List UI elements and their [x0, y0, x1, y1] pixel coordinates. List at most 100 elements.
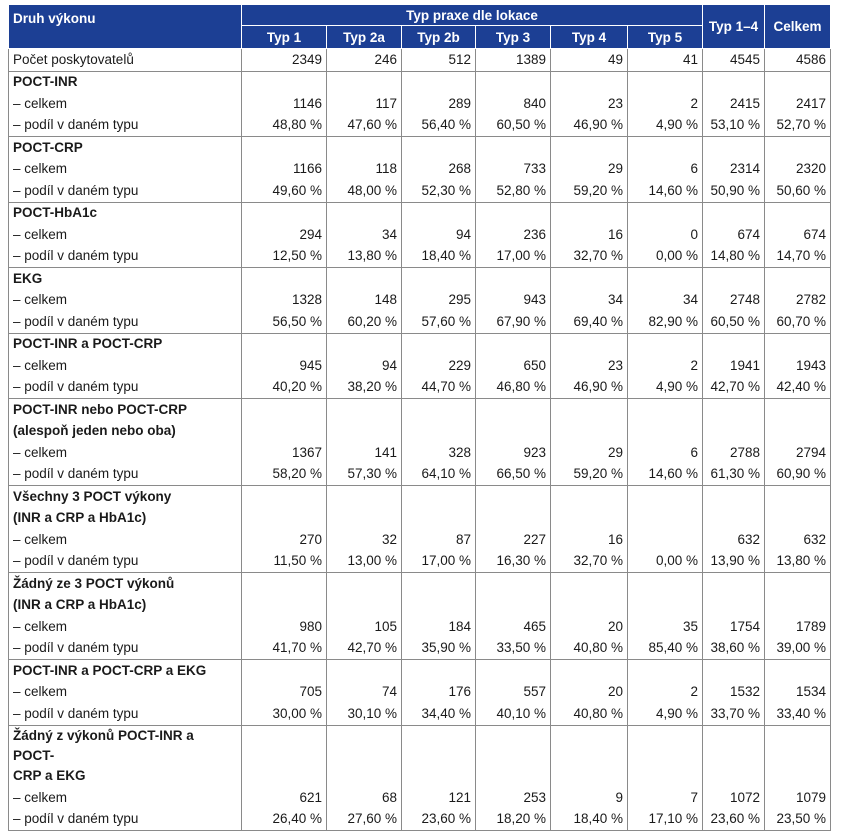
table-cell-empty: [241, 507, 327, 529]
table-cell-empty: [241, 420, 327, 442]
table-cell: 30,00 %: [241, 703, 327, 725]
table-cell-empty: [401, 724, 476, 766]
row-label: – celkem: [8, 529, 242, 551]
celkem-row: – celkem 945 94 229 650 23 2 1941 1943: [8, 355, 831, 377]
section-title: EKG: [8, 267, 242, 290]
providers-row: Počet poskytovatelů 2349 246 512 1389 49…: [8, 48, 831, 71]
table-cell: 229: [401, 355, 476, 377]
table-cell-empty: [550, 332, 628, 355]
table-cell: 2320: [764, 158, 831, 180]
table-cell: 2417: [764, 93, 831, 115]
table-cell: 33,50 %: [475, 637, 551, 660]
table-cell: 1532: [702, 681, 765, 703]
table-cell: 85,40 %: [627, 637, 703, 660]
table-cell: 87: [401, 529, 476, 551]
table-cell-empty: [475, 485, 551, 508]
celkem-row: – celkem 621 68 121 253 9 7 1072 1079: [8, 787, 831, 809]
table-cell: 650: [475, 355, 551, 377]
table-cell: 2415: [702, 93, 765, 115]
table-cell: 49: [550, 48, 628, 71]
table-cell-empty: [550, 136, 628, 159]
table-cell: 94: [326, 355, 402, 377]
table-cell: 48,80 %: [241, 114, 327, 137]
table-cell: 61,30 %: [702, 463, 765, 486]
section-title-row: POCT-INR a POCT-CRP a EKG: [8, 659, 831, 682]
table-cell: 6: [627, 442, 703, 464]
table-cell: 64,10 %: [401, 463, 476, 486]
table-cell-empty: [627, 724, 703, 766]
table-cell: 34,40 %: [401, 703, 476, 725]
table-cell-empty: [326, 572, 402, 595]
table-cell: 16: [550, 529, 628, 551]
table-cell: 4,90 %: [627, 376, 703, 399]
table-cell-empty: [702, 267, 765, 290]
table-cell: 52,70 %: [764, 114, 831, 137]
celkem-row: – celkem 705 74 176 557 20 2 1532 1534: [8, 681, 831, 703]
table-cell: 50,60 %: [764, 180, 831, 202]
row-label: – podíl v daném typu: [8, 808, 242, 831]
header-typ-3: Typ 3: [475, 25, 551, 49]
table-cell: 7: [627, 787, 703, 809]
row-label: – podíl v daném typu: [8, 311, 242, 333]
section-title: Žádný z výkonů POCT-INR a POCT-: [8, 724, 242, 766]
celkem-row: – celkem 1146 117 289 840 23 2 2415 2417: [8, 93, 831, 115]
header-typ-praxe: Typ praxe dle lokace: [241, 4, 703, 26]
table-cell: 56,40 %: [401, 114, 476, 137]
table-cell-empty: [241, 267, 327, 290]
row-label: – podíl v daném typu: [8, 245, 242, 268]
table-cell-empty: [627, 594, 703, 616]
table-cell: 4,90 %: [627, 703, 703, 725]
table-cell: 141: [326, 442, 402, 464]
table-cell: 14,60 %: [627, 180, 703, 202]
table-cell-empty: [702, 572, 765, 595]
table-cell: 33,70 %: [702, 703, 765, 725]
table-cell-empty: [550, 572, 628, 595]
table-cell-empty: [241, 201, 327, 224]
row-label: – celkem: [8, 289, 242, 311]
table-cell: 117: [326, 93, 402, 115]
table-cell: 69,40 %: [550, 311, 628, 333]
section-title-row: POCT-HbA1c: [8, 201, 831, 224]
table-cell-empty: [764, 420, 831, 442]
table-cell: 42,70 %: [702, 376, 765, 399]
table-cell: 1389: [475, 48, 551, 71]
table-cell-empty: [241, 572, 327, 595]
table-cell-empty: [475, 136, 551, 159]
table-cell-empty: [475, 332, 551, 355]
table-cell: 66,50 %: [475, 463, 551, 486]
table-cell: 14,60 %: [627, 463, 703, 486]
section-title-row: Žádný z výkonů POCT-INR a POCT-: [8, 724, 831, 766]
table-cell: 18,40 %: [401, 245, 476, 268]
table-cell-empty: [627, 765, 703, 787]
table-cell: 59,20 %: [550, 463, 628, 486]
table-cell-empty: [401, 267, 476, 290]
share-row: – podíl v daném typu 48,80 % 47,60 % 56,40 …: [8, 114, 831, 137]
table-cell: 1079: [764, 787, 831, 809]
table-cell: 35: [627, 616, 703, 638]
header-typ-5: Typ 5: [627, 25, 703, 49]
table-cell: 94: [401, 224, 476, 246]
table-cell-empty: [764, 136, 831, 159]
table-cell: [627, 529, 703, 551]
header-typ-2b: Typ 2b: [401, 25, 476, 49]
table-cell: 16: [550, 224, 628, 246]
table-cell: 4545: [702, 48, 765, 71]
table-cell: 46,90 %: [550, 114, 628, 137]
celkem-row: – celkem 294 34 94 236 16 0 674 674: [8, 224, 831, 246]
table-cell-empty: [627, 332, 703, 355]
table-cell-empty: [627, 572, 703, 595]
table-cell: 465: [475, 616, 551, 638]
table-cell-empty: [326, 420, 402, 442]
table-cell: 52,80 %: [475, 180, 551, 202]
table-cell: 38,60 %: [702, 637, 765, 660]
table-cell-empty: [764, 201, 831, 224]
table-cell: 294: [241, 224, 327, 246]
table-cell: 0,00 %: [627, 245, 703, 268]
table-cell: 184: [401, 616, 476, 638]
celkem-row: – celkem 1166 118 268 733 29 6 2314 2320: [8, 158, 831, 180]
table-cell: 148: [326, 289, 402, 311]
share-row: – podíl v daném typu 12,50 % 13,80 % 18,40 …: [8, 245, 831, 268]
table-cell-empty: [550, 70, 628, 93]
table-cell-empty: [627, 420, 703, 442]
table-cell-empty: [550, 420, 628, 442]
